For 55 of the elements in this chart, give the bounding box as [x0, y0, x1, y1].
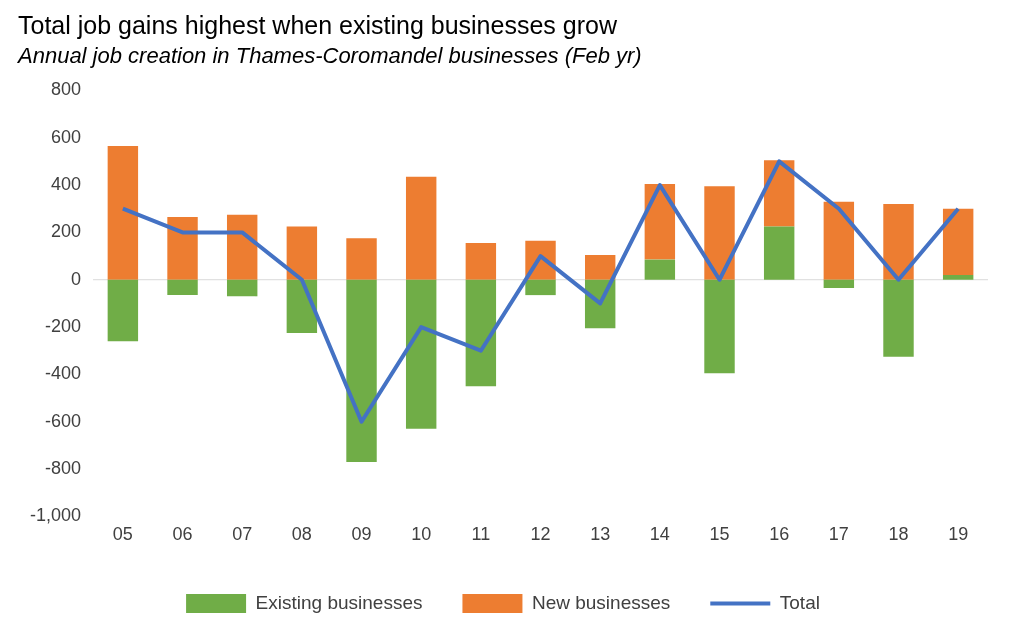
- legend-label: Total: [779, 591, 820, 613]
- bar: [704, 279, 735, 374]
- y-tick-label: 400: [50, 174, 82, 195]
- x-tick-label: 07: [232, 524, 253, 545]
- x-tick-label: 17: [828, 524, 849, 545]
- y-tick-label: -600: [45, 410, 82, 431]
- x-tick-label: 11: [471, 524, 491, 545]
- bar: [763, 226, 795, 280]
- x-tick-label: 08: [291, 524, 312, 545]
- x-tick-label: 16: [769, 524, 790, 545]
- x-tick-label: 14: [649, 524, 670, 545]
- x-tick-label: 13: [590, 524, 611, 545]
- legend-label: Existing businesses: [255, 591, 423, 613]
- bar: [286, 226, 318, 280]
- x-tick-label: 06: [172, 524, 193, 545]
- x-tick-label: 18: [888, 524, 909, 545]
- bar: [346, 279, 377, 462]
- bar: [823, 279, 855, 289]
- bar: [823, 201, 855, 280]
- x-tick-label: 09: [351, 524, 372, 545]
- bar: [226, 279, 258, 297]
- bar: [405, 176, 437, 280]
- bar: [704, 186, 735, 280]
- x-tick-label: 10: [411, 524, 432, 545]
- y-tick-label: -1,000: [29, 505, 82, 526]
- bar: [107, 146, 139, 280]
- bar: [942, 208, 974, 275]
- y-tick-label: 0: [71, 268, 82, 289]
- bar: [942, 275, 974, 280]
- bar: [346, 238, 377, 280]
- chart-title: Total job gains highest when existing businesses grow: [18, 10, 618, 39]
- y-tick-label: -800: [45, 458, 82, 479]
- y-tick-label: 600: [50, 126, 82, 147]
- bar: [525, 279, 556, 296]
- bar: [584, 254, 616, 280]
- bar: [883, 204, 914, 280]
- bar: [167, 217, 198, 280]
- legend-label: New businesses: [531, 591, 671, 613]
- x-tick-label: 05: [112, 524, 133, 545]
- x-tick-label: 15: [709, 524, 730, 545]
- y-tick-label: 200: [50, 221, 82, 242]
- bar: [107, 279, 139, 342]
- bar: [167, 279, 198, 296]
- y-tick-label: -400: [45, 363, 82, 384]
- y-tick-label: 800: [50, 79, 82, 100]
- bar: [465, 279, 497, 387]
- bar: [883, 279, 914, 357]
- chart-subtitle: Annual job creation in Thames-Coromandel businesses (Feb yr): [16, 43, 642, 69]
- x-tick-label: 12: [530, 524, 551, 545]
- bar: [226, 214, 258, 280]
- bar: [405, 279, 437, 429]
- x-tick-label: 19: [948, 524, 969, 545]
- bar: [465, 243, 497, 280]
- y-tick-label: -200: [45, 316, 82, 337]
- bar: [644, 259, 676, 280]
